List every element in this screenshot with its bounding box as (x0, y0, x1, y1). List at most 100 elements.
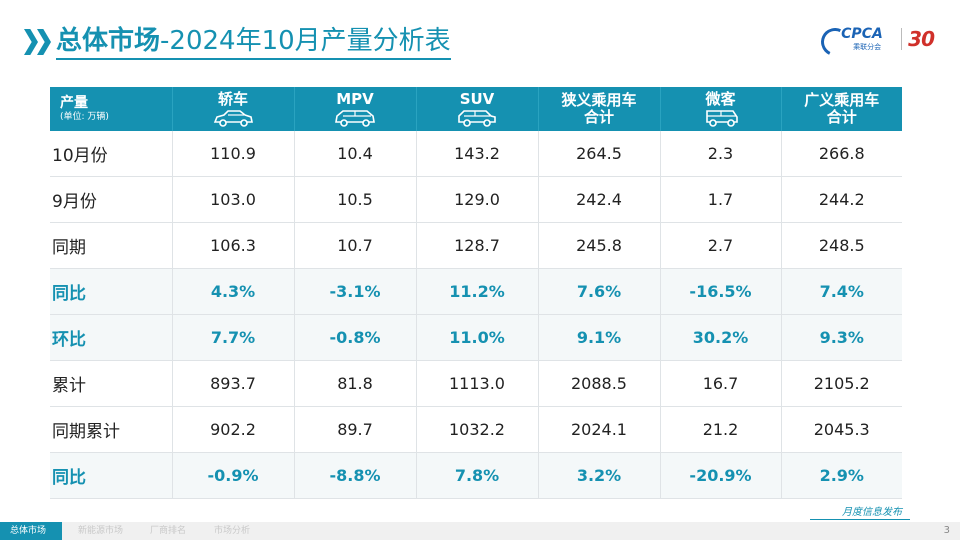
sedan-icon (213, 110, 253, 127)
cpca-logo: CPCA 乘联分会 30 (817, 24, 935, 60)
footer-brand: 月度信息发布 (842, 507, 902, 518)
col-label: 轿车 (217, 90, 248, 108)
mpv-icon (335, 110, 375, 127)
anniversary-badge: 30 (908, 27, 935, 51)
footer-tab-nev[interactable]: 新能源市场 (78, 526, 124, 536)
corner-unit: (单位: 万辆) (60, 112, 109, 122)
table-cell: 106.3 (172, 222, 295, 269)
table-cell: 128.7 (416, 222, 539, 269)
col-label: MPV (336, 90, 374, 108)
row-label: 同期 (50, 222, 173, 269)
row-label: 同比 (50, 268, 173, 315)
table-cell: -8.8% (294, 452, 417, 499)
table-cell: 2.3 (660, 131, 782, 177)
footer-tab-overall[interactable]: 总体市场 (0, 522, 62, 540)
col-header-narrow-total: 狭义乘用车 合计 (538, 87, 661, 131)
table-cell: 1032.2 (416, 406, 539, 453)
table-cell: 2105.2 (781, 360, 902, 407)
table-cell: 9.3% (781, 314, 902, 361)
page-title: 总体市场-2024年10月产量分析表 (56, 25, 451, 60)
table-cell: 103.0 (172, 176, 295, 223)
table-cell: 129.0 (416, 176, 539, 223)
col-header-minibus: 微客 (660, 87, 782, 131)
table-cell: 10.7 (294, 222, 417, 269)
suv-icon (458, 110, 496, 127)
table-row: 10月份 110.9 10.4 143.2 264.5 2.3 266.8 (50, 131, 902, 177)
col-header-sedan: 轿车 (172, 87, 295, 131)
row-label: 环比 (50, 314, 173, 361)
table-cell: 11.0% (416, 314, 539, 361)
table-row: 9月份 103.0 10.5 129.0 242.4 1.7 244.2 (50, 176, 902, 223)
table-cell: 9.1% (538, 314, 661, 361)
title-block: 总体市场-2024年10月产量分析表 (24, 22, 451, 62)
col-label: 微客 (705, 90, 736, 108)
logo-brand-sub: 乘联分会 (853, 43, 882, 51)
footer-tab-analysis[interactable]: 市场分析 (214, 526, 251, 536)
table-cell: 2.9% (781, 452, 902, 499)
production-table: 产量 (单位: 万辆) 轿车 MPV SUV 狭义乘用车 合计 微客 (50, 87, 902, 499)
table-cell: 902.2 (172, 406, 295, 453)
col-header-broad-total: 广义乘用车 合计 (781, 87, 902, 131)
footer-tab-ranking[interactable]: 厂商排名 (150, 526, 187, 536)
table-row: 环比 7.7% -0.8% 11.0% 9.1% 30.2% 9.3% (50, 314, 902, 361)
col-label: 广义乘用车 (804, 91, 880, 109)
table-cell: 242.4 (538, 176, 661, 223)
row-label: 同期累计 (50, 406, 173, 453)
table-cell: -0.8% (294, 314, 417, 361)
col-label-2: 合计 (826, 108, 857, 126)
table-row: 同期 106.3 10.7 128.7 245.8 2.7 248.5 (50, 222, 902, 269)
title-bold: 总体市场 (56, 25, 161, 56)
chevron-double-icon (24, 29, 51, 55)
table-cell: 248.5 (781, 222, 902, 269)
table-cell: 1113.0 (416, 360, 539, 407)
col-label: 狭义乘用车 (561, 91, 637, 109)
table-cell: 266.8 (781, 131, 902, 177)
table-cell: 30.2% (660, 314, 782, 361)
table-cell: 244.2 (781, 176, 902, 223)
table-cell: 81.8 (294, 360, 417, 407)
table-row: 同比 4.3% -3.1% 11.2% 7.6% -16.5% 7.4% (50, 268, 902, 315)
table-cell: 10.5 (294, 176, 417, 223)
table-cell: -20.9% (660, 452, 782, 499)
table-cell: 245.8 (538, 222, 661, 269)
row-label: 累计 (50, 360, 173, 407)
table-cell: 89.7 (294, 406, 417, 453)
table-cell: 11.2% (416, 268, 539, 315)
minivan-icon (705, 110, 738, 127)
table-cell: 2088.5 (538, 360, 661, 407)
table-row: 累计 893.7 81.8 1113.0 2088.5 16.7 2105.2 (50, 360, 902, 407)
table-cell: 21.2 (660, 406, 782, 453)
footer-brand-underline (810, 519, 910, 520)
table-body: 10月份 110.9 10.4 143.2 264.5 2.3 266.8 9月份 103.0 1… (50, 131, 902, 499)
footer-nav: 总体市场 新能源市场 厂商排名 市场分析 3 (0, 522, 960, 540)
row-label: 9月份 (50, 176, 173, 223)
table-cell: -16.5% (660, 268, 782, 315)
page-number: 3 (943, 525, 950, 536)
table-cell: 7.7% (172, 314, 295, 361)
table-cell: 264.5 (538, 131, 661, 177)
table-cell: 7.4% (781, 268, 902, 315)
table-cell: 10.4 (294, 131, 417, 177)
table-cell: 143.2 (416, 131, 539, 177)
table-cell: 3.2% (538, 452, 661, 499)
col-label-2: 合计 (583, 108, 614, 126)
corner-label: 产量 (60, 95, 88, 111)
col-header-mpv: MPV (294, 87, 417, 131)
table-cell: 2045.3 (781, 406, 902, 453)
corner-header: 产量 (单位: 万辆) (50, 87, 173, 131)
cpca-emblem: CPCA 乘联分会 (817, 24, 895, 60)
anniversary-number: 30 (908, 27, 935, 51)
title-rest: -2024年10月产量分析表 (160, 25, 451, 56)
table-cell: 110.9 (172, 131, 295, 177)
row-label: 同比 (50, 452, 173, 499)
table-cell: 7.8% (416, 452, 539, 499)
table-cell: 1.7 (660, 176, 782, 223)
table-cell: -0.9% (172, 452, 295, 499)
table-cell: 4.3% (172, 268, 295, 315)
table-cell: 16.7 (660, 360, 782, 407)
table-cell: 893.7 (172, 360, 295, 407)
table-cell: 2024.1 (538, 406, 661, 453)
row-label: 10月份 (50, 131, 173, 177)
table-row: 同期累计 902.2 89.7 1032.2 2024.1 21.2 2045.3 (50, 406, 902, 453)
logo-brand: CPCA (841, 26, 883, 42)
